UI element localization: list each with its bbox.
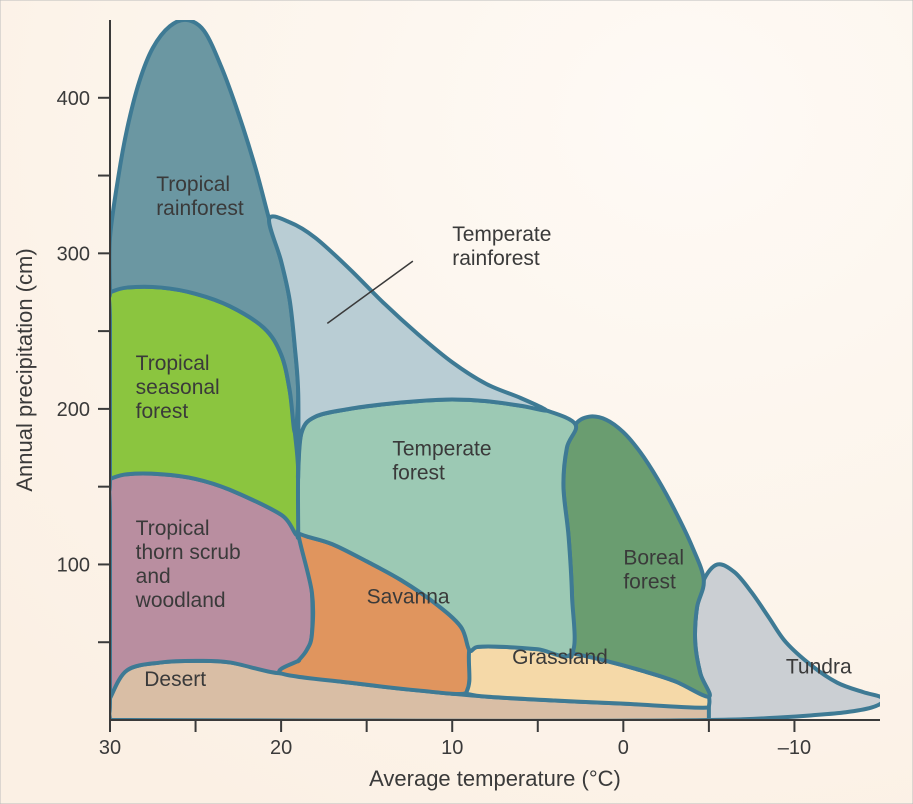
y-tick-label: 400 xyxy=(57,88,90,110)
y-axis-label: Annual precipitation (cm) xyxy=(12,248,37,491)
biome-label-tundra: Tundra xyxy=(786,655,852,678)
x-tick-label: 30 xyxy=(99,737,121,759)
biome-label-desert: Desert xyxy=(144,668,206,691)
y-tick-label: 200 xyxy=(57,399,90,421)
biome-chart: DesertTropicalthorn scrubandwoodlandTrop… xyxy=(0,0,913,804)
x-tick-label: –10 xyxy=(778,737,811,759)
biome-label-savanna: Savanna xyxy=(367,585,450,608)
y-tick-label: 100 xyxy=(57,554,90,576)
biome-label-temperate_rainforest: Temperaterainforest xyxy=(452,223,551,270)
chart-svg: DesertTropicalthorn scrubandwoodlandTrop… xyxy=(0,0,913,804)
biome-label-grassland: Grassland xyxy=(512,646,608,669)
y-tick-label: 300 xyxy=(57,243,90,265)
x-tick-label: 0 xyxy=(618,737,629,759)
x-tick-label: 20 xyxy=(270,737,292,759)
biome-label-boreal: Borealforest xyxy=(623,546,684,593)
x-tick-label: 10 xyxy=(441,737,463,759)
x-axis-label: Average temperature (°C) xyxy=(369,766,621,791)
